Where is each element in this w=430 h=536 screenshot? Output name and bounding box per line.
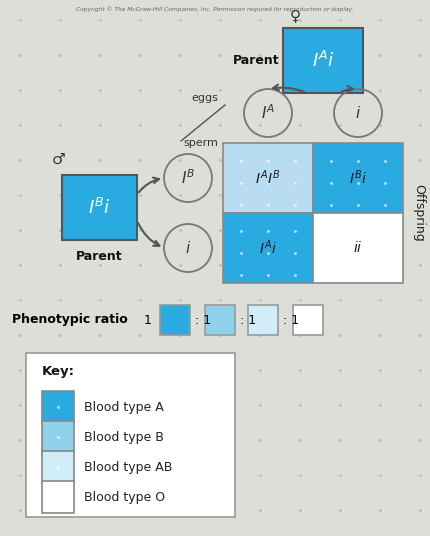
Text: Blood type A: Blood type A bbox=[84, 400, 164, 413]
Text: $ii$: $ii$ bbox=[353, 241, 363, 256]
Bar bbox=[205, 305, 235, 335]
Text: 1: 1 bbox=[144, 314, 152, 326]
Bar bbox=[42, 391, 74, 423]
Bar bbox=[223, 213, 313, 283]
Text: $I^{A}$: $I^{A}$ bbox=[261, 103, 275, 122]
Text: : 1: : 1 bbox=[240, 314, 256, 326]
FancyBboxPatch shape bbox=[26, 353, 235, 517]
Bar bbox=[248, 305, 278, 335]
Text: $I^Ai$: $I^Ai$ bbox=[259, 239, 277, 257]
Text: eggs: eggs bbox=[191, 93, 218, 103]
Text: $I^AI^B$: $I^AI^B$ bbox=[255, 169, 281, 187]
Text: Blood type O: Blood type O bbox=[84, 490, 165, 503]
Text: $I^{B}$: $I^{B}$ bbox=[181, 169, 195, 188]
Text: : 1: : 1 bbox=[195, 314, 211, 326]
Text: Key:: Key: bbox=[42, 364, 75, 377]
Text: Parent: Parent bbox=[76, 250, 123, 263]
Bar bbox=[42, 481, 74, 513]
Text: Copyright © The McGraw-Hill Companies, Inc. Permission required for reproduction: Copyright © The McGraw-Hill Companies, I… bbox=[76, 6, 354, 12]
Text: Offspring: Offspring bbox=[412, 184, 426, 242]
Text: sperm: sperm bbox=[183, 138, 218, 148]
FancyBboxPatch shape bbox=[283, 28, 363, 93]
Text: $i$: $i$ bbox=[185, 240, 191, 256]
Text: $I^Bi$: $I^Bi$ bbox=[349, 169, 367, 187]
Text: $I^{B}i$: $I^{B}i$ bbox=[88, 197, 111, 218]
Bar bbox=[313, 213, 403, 283]
Bar bbox=[223, 143, 313, 213]
Text: Phenotypic ratio: Phenotypic ratio bbox=[12, 314, 128, 326]
Text: Parent: Parent bbox=[232, 54, 279, 67]
Text: $I^{A}i$: $I^{A}i$ bbox=[312, 50, 334, 71]
Text: $i$: $i$ bbox=[355, 105, 361, 121]
Text: ♂: ♂ bbox=[52, 152, 66, 167]
Text: : 1: : 1 bbox=[283, 314, 299, 326]
Text: Blood type B: Blood type B bbox=[84, 430, 164, 443]
Bar bbox=[42, 421, 74, 453]
Bar bbox=[293, 305, 323, 335]
Bar bbox=[42, 451, 74, 483]
Bar bbox=[160, 305, 190, 335]
Bar bbox=[313, 143, 403, 213]
Text: ♀: ♀ bbox=[289, 8, 301, 23]
Text: Blood type AB: Blood type AB bbox=[84, 460, 172, 473]
FancyBboxPatch shape bbox=[62, 175, 137, 240]
